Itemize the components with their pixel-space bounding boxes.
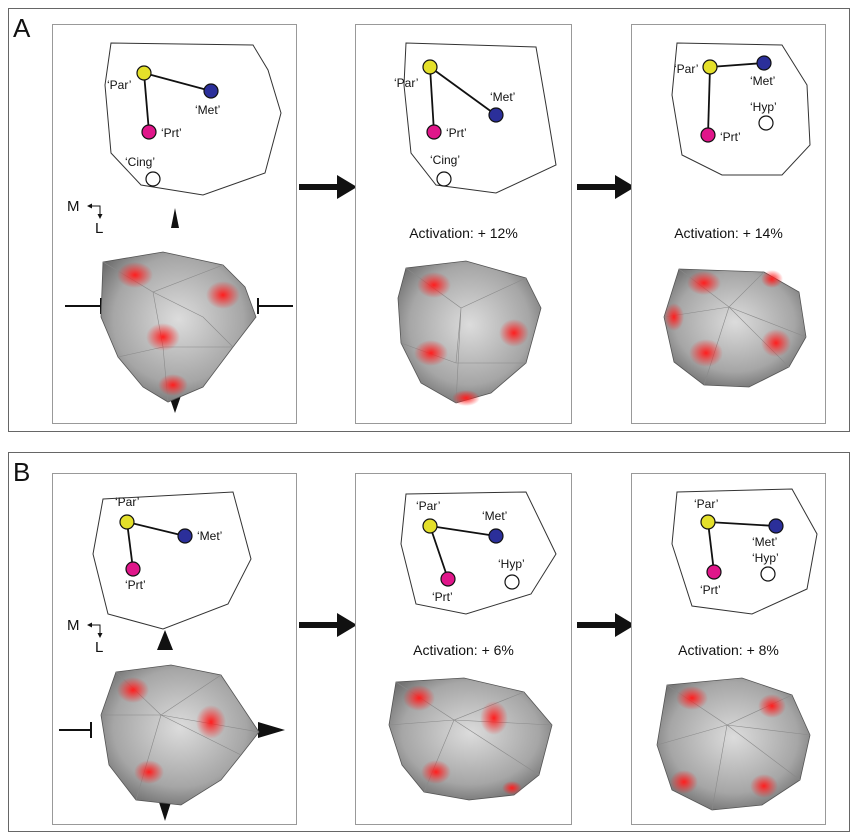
- svg-text:‘Met’: ‘Met’: [490, 90, 515, 104]
- panel-letter-b: B: [13, 457, 31, 487]
- right-arrow-icon: [258, 722, 285, 738]
- label-prt: ‘Prt’: [161, 126, 182, 140]
- brain-mesh-a3: [663, 268, 807, 388]
- node-par: [136, 65, 152, 81]
- step-arrow-icon: [577, 175, 635, 199]
- brain-mesh-b2: [388, 677, 553, 801]
- svg-text:‘Met’: ‘Met’: [197, 529, 222, 543]
- top-arrow-icon: [171, 208, 179, 228]
- panel-letter-a: A: [13, 13, 31, 43]
- node-prt: [141, 124, 157, 140]
- svg-text:‘Par’: ‘Par’: [416, 499, 440, 513]
- label-met: ‘Met’: [195, 103, 220, 117]
- network-diagram-a1: ‘Par’ ‘Met’ ‘Prt’ ‘Cing’: [104, 42, 282, 196]
- svg-text:‘Met’: ‘Met’: [752, 535, 777, 549]
- node-extra: [145, 171, 161, 187]
- svg-text:‘Met’: ‘Met’: [482, 509, 507, 523]
- svg-text:‘Par’: ‘Par’: [674, 62, 698, 76]
- svg-text:L: L: [95, 639, 103, 656]
- brain-mesh-a2: [397, 260, 542, 406]
- svg-text:‘Par’: ‘Par’: [694, 497, 718, 511]
- svg-text:‘Met’: ‘Met’: [750, 74, 775, 88]
- network-diagram-b3: ‘Par’ ‘Met’ ‘Prt’ ‘Hyp’: [671, 488, 818, 615]
- svg-text:‘Prt’: ‘Prt’: [432, 590, 453, 604]
- axis-m: M: [67, 198, 80, 215]
- top-arrow-icon: [157, 630, 173, 650]
- activation-label: Activation: + 6%: [413, 642, 514, 658]
- axis-indicator: M L: [67, 198, 103, 237]
- activation-label: Activation: + 12%: [409, 225, 518, 241]
- svg-text:‘Prt’: ‘Prt’: [446, 126, 467, 140]
- step-arrow-icon: [577, 613, 635, 637]
- svg-text:‘Prt’: ‘Prt’: [125, 578, 146, 592]
- label-extra: ‘Cing’: [125, 155, 155, 169]
- svg-text:‘Hyp’: ‘Hyp’: [498, 557, 525, 571]
- axis-l: L: [95, 220, 103, 237]
- activation-label: Activation: + 14%: [674, 225, 783, 241]
- svg-text:‘Prt’: ‘Prt’: [700, 583, 721, 597]
- panel-a: A ‘Par’ ‘Met’ ‘Prt’ ‘Cing’ M L: [8, 8, 850, 432]
- svg-text:‘Hyp’: ‘Hyp’: [752, 551, 779, 565]
- network-diagram-a3: ‘Par’ ‘Met’ ‘Prt’ ‘Hyp’: [671, 42, 811, 176]
- network-diagram-a2: ‘Par’ ‘Met’ ‘Prt’ ‘Cing’: [394, 42, 557, 194]
- svg-text:‘Prt’: ‘Prt’: [720, 130, 741, 144]
- card-a3: ‘Par’ ‘Met’ ‘Prt’ ‘Hyp’ Activation: + 14…: [631, 24, 826, 424]
- node-met: [203, 83, 219, 99]
- brain-mesh-b3: [656, 677, 811, 811]
- network-diagram-b1: ‘Par’ ‘Met’ ‘Prt’: [92, 491, 252, 630]
- card-a2: ‘Par’ ‘Met’ ‘Prt’ ‘Cing’ Activation: + 1…: [355, 24, 572, 424]
- network-diagram-b2: ‘Par’ ‘Met’ ‘Prt’ ‘Hyp’: [400, 491, 557, 615]
- card-b1: ‘Par’ ‘Met’ ‘Prt’ M L: [52, 473, 297, 825]
- svg-text:M: M: [67, 617, 80, 634]
- activation-label: Activation: + 8%: [678, 642, 779, 658]
- step-arrow-icon: [299, 175, 357, 199]
- brain-mesh-b1: [100, 664, 260, 806]
- label-par: ‘Par’: [107, 78, 131, 92]
- svg-text:‘Hyp’: ‘Hyp’: [750, 100, 777, 114]
- card-a1: ‘Par’ ‘Met’ ‘Prt’ ‘Cing’ M L: [52, 24, 297, 424]
- svg-text:‘Par’: ‘Par’: [394, 76, 418, 90]
- svg-text:‘Cing’: ‘Cing’: [430, 153, 460, 167]
- brain-outline: [104, 42, 282, 196]
- axis-indicator: M L: [67, 617, 103, 656]
- step-arrow-icon: [299, 613, 357, 637]
- brain-mesh-a1: [100, 251, 257, 403]
- card-b2: ‘Par’ ‘Met’ ‘Prt’ ‘Hyp’ Activation: + 6%: [355, 473, 572, 825]
- card-b3: ‘Par’ ‘Met’ ‘Prt’ ‘Hyp’ Activation: + 8%: [631, 473, 826, 825]
- svg-text:‘Par’: ‘Par’: [115, 495, 139, 509]
- panel-b: B ‘Par’ ‘Met’ ‘Prt’ M L: [8, 452, 850, 832]
